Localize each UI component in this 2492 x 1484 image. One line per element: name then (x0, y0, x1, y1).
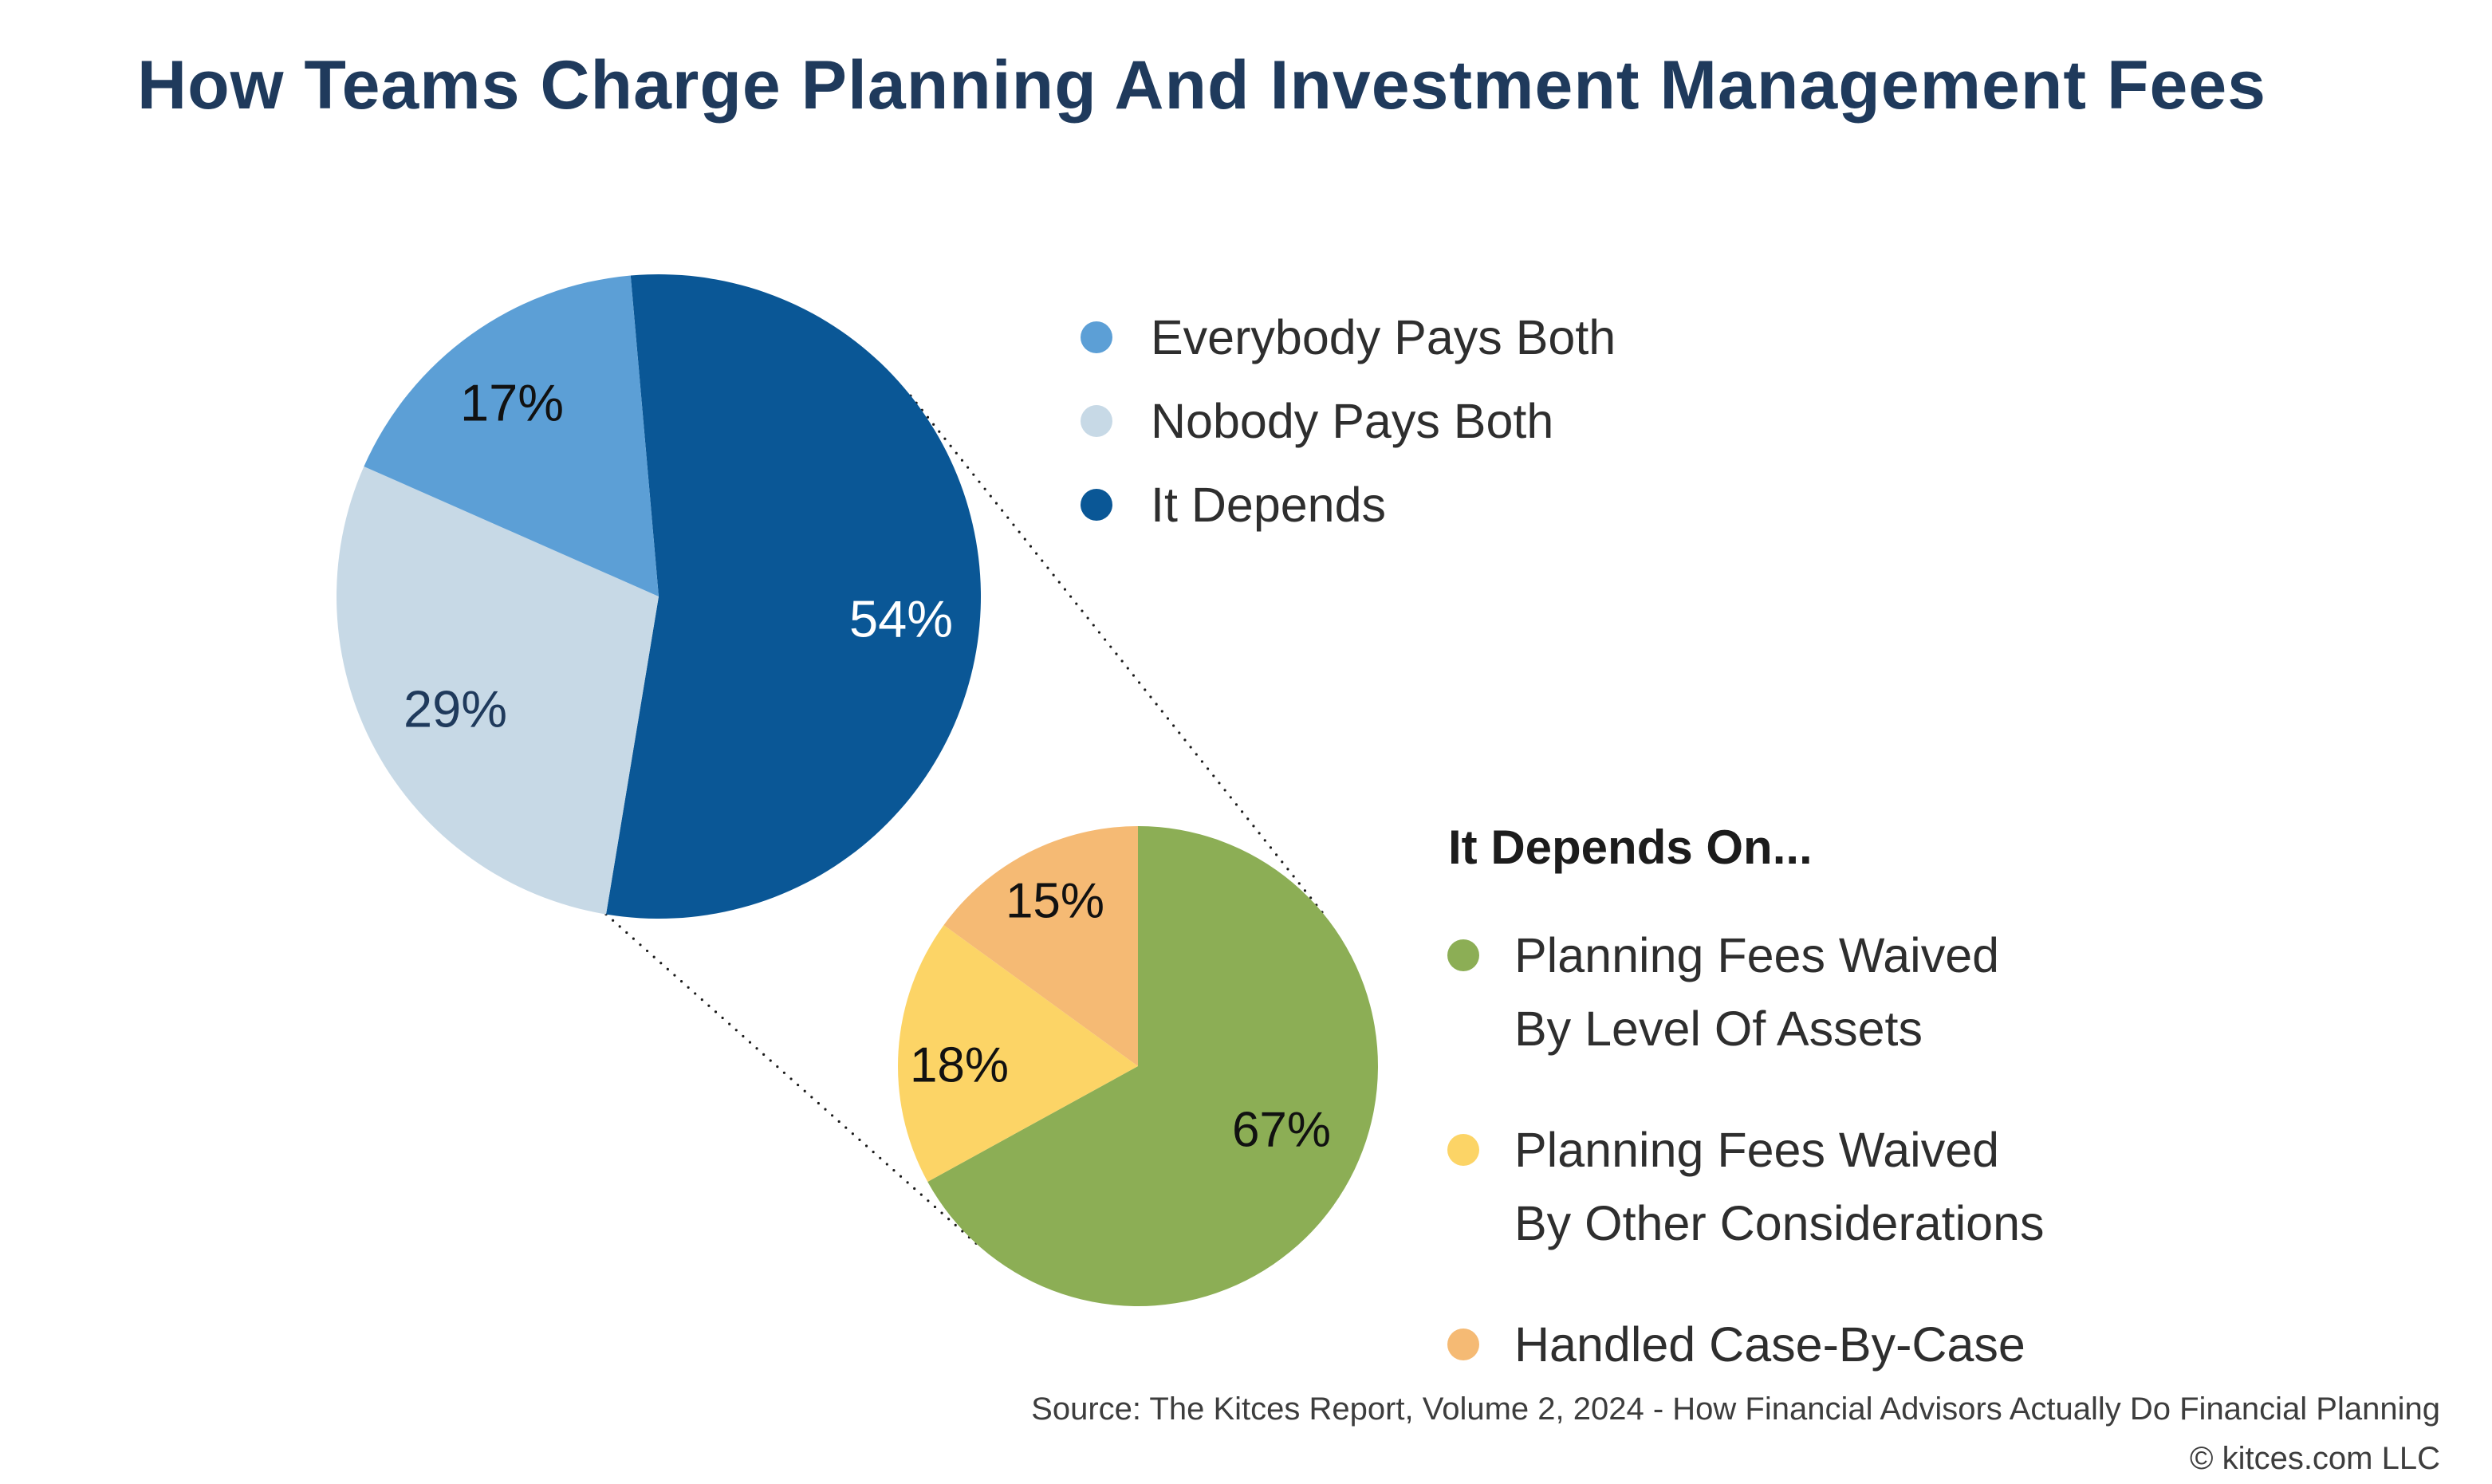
legend-fee-structure: Everybody Pays Both Nobody Pays Both It … (1081, 295, 1616, 546)
legend-item-nobody-pays-both: Nobody Pays Both (1081, 379, 1616, 463)
source-attribution: Source: The Kitces Report, Volume 2, 202… (1031, 1384, 2440, 1483)
legend-label: Planning Fees Waived By Level Of Assets (1514, 919, 1999, 1065)
legend-label: Handled Case-By-Case (1514, 1308, 2025, 1381)
it-depends-swatch-icon (1081, 488, 1112, 521)
legend-it-depends-detail: Planning Fees Waived By Level Of Assets … (1447, 919, 2045, 1429)
legend-item-waived-by-level-of-assets: Planning Fees Waived By Level Of Assets (1447, 919, 2045, 1065)
legend-label-line: Planning Fees Waived (1514, 1123, 2000, 1177)
pie-slice-planning-fees-waived-by-other-considerations (897, 925, 1138, 1183)
legend-label-line: By Level Of Assets (1514, 1002, 1923, 1056)
callout-connector-line-lower (604, 912, 980, 1247)
nobody-pays-both-swatch-icon (1081, 404, 1112, 437)
legend-label-line: Planning Fees Waived (1514, 928, 2000, 982)
pie-label-everybody-pays-both: 17% (459, 373, 565, 432)
callout-connector-line-upper (909, 394, 1328, 919)
pie-slice-handled-case-by-case (943, 826, 1138, 1066)
case-by-case-swatch-icon (1447, 1329, 1479, 1360)
legend-label-line: By Other Considerations (1514, 1196, 2045, 1250)
pie-label-handled-case-by-case: 15% (1005, 873, 1105, 929)
pie-slice-nobody-pays-both (336, 466, 659, 915)
legend-item-waived-by-other-considerations: Planning Fees Waived By Other Considerat… (1447, 1113, 2045, 1260)
pie-label-planning-fees-waived-by-other-considerations: 18% (909, 1037, 1010, 1093)
everybody-pays-both-swatch-icon (1081, 321, 1112, 353)
waived-by-assets-swatch-icon (1447, 939, 1479, 971)
legend-label: Nobody Pays Both (1151, 393, 1554, 448)
pie-label-it-depends: 54% (848, 589, 954, 648)
source-line: Source: The Kitces Report, Volume 2, 202… (1031, 1391, 2440, 1427)
legend-label: It Depends (1151, 477, 1387, 532)
detail-legend-heading: It Depends On... (1448, 821, 1813, 874)
pie-label-planning-fees-waived-by-level-of-assets: 67% (1231, 1102, 1332, 1158)
legend-item-everybody-pays-both: Everybody Pays Both (1081, 295, 1616, 379)
copyright-line: © kitces.com LLC (2189, 1441, 2440, 1476)
pie-slice-it-depends (606, 274, 981, 919)
waived-by-other-swatch-icon (1447, 1134, 1479, 1166)
legend-item-it-depends: It Depends (1081, 463, 1616, 546)
page-title: How Teams Charge Planning And Investment… (137, 47, 2266, 124)
pie-label-nobody-pays-both: 29% (403, 679, 508, 738)
pie-slice-planning-fees-waived-by-level-of-assets (927, 826, 1379, 1307)
legend-label: Planning Fees Waived By Other Considerat… (1514, 1113, 2045, 1260)
legend-item-handled-case-by-case: Handled Case-By-Case (1447, 1308, 2045, 1381)
pie-slice-everybody-pays-both (364, 275, 659, 596)
legend-label-line: Handled Case-By-Case (1514, 1317, 2025, 1372)
legend-label: Everybody Pays Both (1151, 309, 1616, 364)
